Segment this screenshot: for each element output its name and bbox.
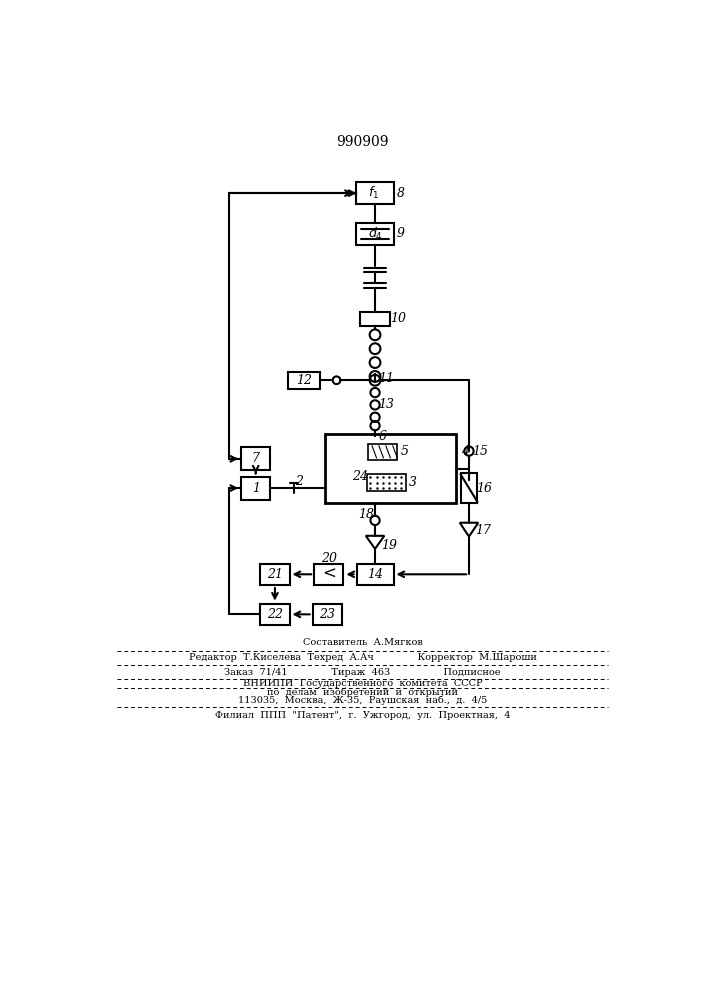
Text: Филиал  ППП  "Патент",  г.  Ужгород,  ул.  Проектная,  4: Филиал ППП "Патент", г. Ужгород, ул. Про… [215,711,510,720]
Text: $f_1$: $f_1$ [368,185,379,201]
Bar [368,444,397,460]
Text: 24: 24 [351,470,368,483]
Bar [241,477,270,500]
Bar [260,604,290,625]
Text: 19: 19 [381,539,397,552]
Text: 3: 3 [409,476,416,489]
Bar [288,372,320,389]
Bar [314,564,344,585]
Text: 2: 2 [295,475,303,488]
Text: 20: 20 [321,552,337,565]
Bar [360,312,390,326]
Text: 18: 18 [358,508,374,521]
Bar [260,564,290,585]
Text: 4: 4 [461,445,469,458]
Text: 12: 12 [296,374,312,387]
Text: ВНИИПИ  Государственного  комитета  СССР: ВНИИПИ Государственного комитета СССР [243,679,483,688]
Text: 15: 15 [472,445,488,458]
Text: по  делам  изобретений  и  открытий: по делам изобретений и открытий [267,687,458,697]
Text: 6: 6 [379,430,387,443]
Bar [356,182,395,204]
Bar [325,434,456,503]
Bar [368,474,406,491]
Text: 8: 8 [397,187,404,200]
Text: 7: 7 [252,452,259,465]
Text: 990909: 990909 [337,135,389,149]
Bar [312,604,342,625]
Text: 11: 11 [378,372,394,385]
Text: 17: 17 [475,524,491,537]
Bar [460,473,477,503]
Text: 16: 16 [477,482,492,495]
Text: 23: 23 [320,608,335,621]
Text: Заказ  71/41              Тираж  463                 Подписное: Заказ 71/41 Тираж 463 Подписное [224,668,501,677]
Text: 14: 14 [367,568,383,581]
Text: Составитель  А.Мягков: Составитель А.Мягков [303,638,423,647]
Text: 9: 9 [397,227,404,240]
Text: <: < [322,566,336,583]
Text: 1: 1 [252,482,259,495]
Bar [356,223,395,245]
Text: Редактор  Т.Киселева  Техред  А.Ач              Корректор  М.Шароши: Редактор Т.Киселева Техред А.Ач Корректо… [189,653,537,662]
Text: 113035,  Москва,  Ж-35,  Раушская  наб.,  д.  4/5: 113035, Москва, Ж-35, Раушская наб., д. … [238,696,487,705]
Text: 22: 22 [267,608,283,621]
Text: 13: 13 [378,398,394,411]
Text: 5: 5 [400,445,409,458]
Text: $d_4$: $d_4$ [368,226,382,242]
Text: 21: 21 [267,568,283,581]
Bar [241,447,270,470]
Bar [356,564,394,585]
Text: 10: 10 [390,312,406,325]
